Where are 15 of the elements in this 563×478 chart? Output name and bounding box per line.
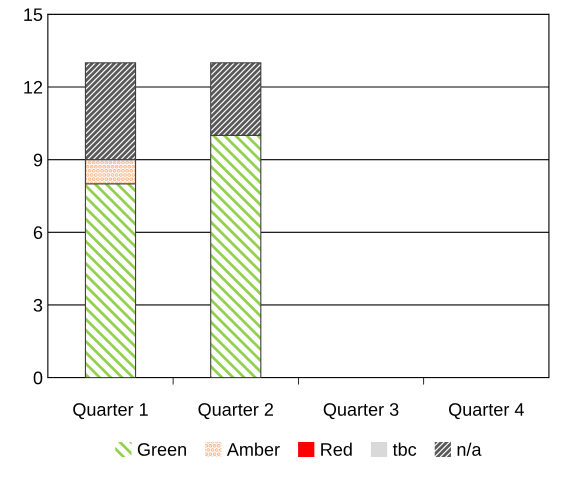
legend-label: Green — [138, 443, 186, 456]
y-tick-label: 9 — [34, 154, 42, 166]
x-tick-label: Quarter 3 — [324, 403, 398, 420]
legend-label: Red — [321, 442, 352, 456]
legend-label: n/a — [458, 442, 482, 456]
legend-label: tbc — [392, 442, 416, 456]
x-tick-label: Quarter 4 — [449, 403, 524, 420]
y-tick-label: 12 — [24, 80, 42, 94]
y-tick-label: 6 — [34, 226, 42, 240]
y-tick-label: 3 — [34, 298, 42, 312]
legend-label: Amber — [226, 442, 280, 456]
x-tick-label: Quarter 2 — [198, 403, 273, 420]
y-tick-label: 15 — [24, 8, 42, 22]
x-tick-label: Quarter 1 — [73, 403, 148, 420]
y-tick-label: 0 — [34, 372, 42, 384]
